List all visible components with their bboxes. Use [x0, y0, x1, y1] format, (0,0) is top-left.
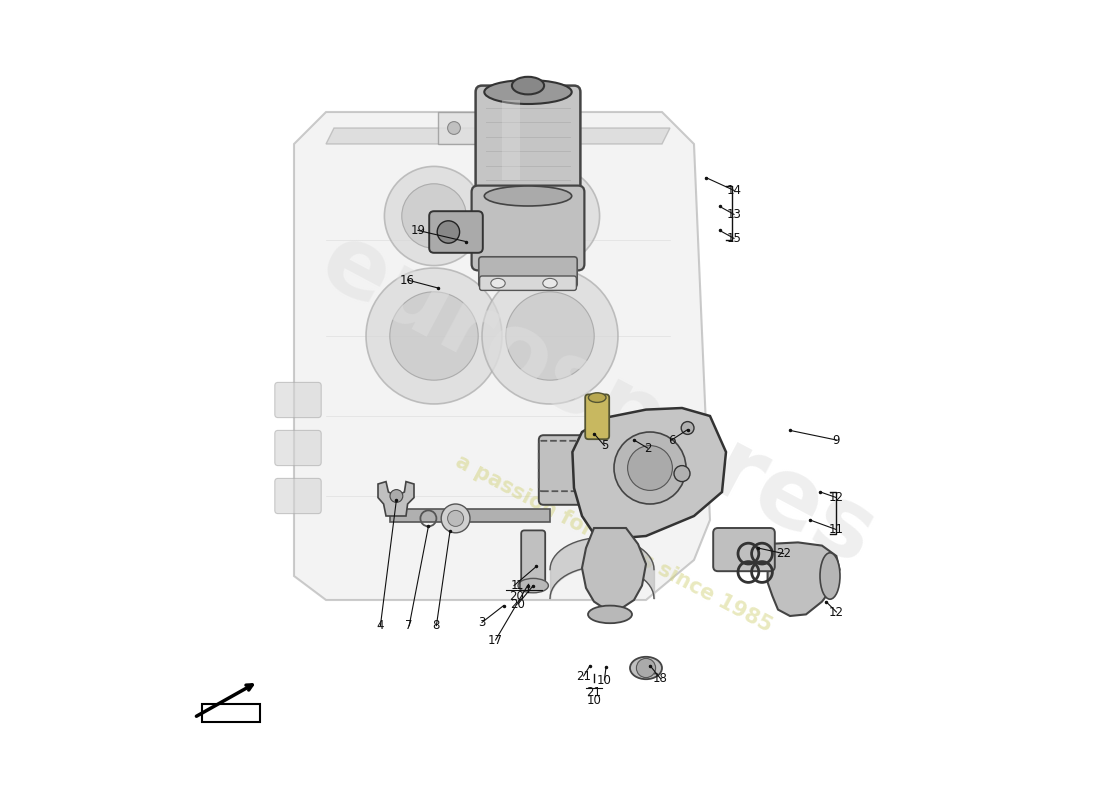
Text: eurospares: eurospares: [305, 214, 891, 586]
Circle shape: [441, 504, 470, 533]
Text: 14: 14: [726, 184, 741, 197]
Circle shape: [674, 466, 690, 482]
FancyBboxPatch shape: [539, 435, 593, 505]
Text: 15: 15: [727, 232, 741, 245]
Text: 8: 8: [432, 619, 440, 632]
FancyBboxPatch shape: [472, 186, 584, 270]
Circle shape: [628, 446, 672, 490]
FancyBboxPatch shape: [429, 211, 483, 253]
Circle shape: [366, 268, 502, 404]
Text: 1: 1: [516, 579, 524, 592]
Text: 5: 5: [601, 439, 608, 452]
Text: 20: 20: [510, 598, 526, 610]
Circle shape: [448, 122, 461, 134]
Text: 17: 17: [488, 634, 503, 646]
Text: 13: 13: [727, 208, 741, 221]
Polygon shape: [294, 112, 710, 600]
Bar: [202, 704, 260, 722]
Bar: [390, 509, 550, 522]
Circle shape: [402, 184, 466, 248]
Text: 10: 10: [597, 674, 612, 686]
Text: 4: 4: [376, 619, 384, 632]
Text: 1: 1: [510, 579, 518, 592]
Circle shape: [518, 184, 582, 248]
Circle shape: [389, 292, 478, 380]
FancyBboxPatch shape: [475, 86, 581, 202]
Ellipse shape: [484, 80, 572, 104]
Polygon shape: [502, 100, 520, 180]
Text: 11: 11: [829, 523, 844, 536]
Circle shape: [390, 490, 403, 502]
Polygon shape: [582, 528, 646, 610]
Ellipse shape: [484, 186, 572, 206]
Circle shape: [384, 166, 484, 266]
FancyBboxPatch shape: [480, 276, 576, 290]
Polygon shape: [438, 112, 550, 144]
Circle shape: [614, 432, 686, 504]
Text: 7: 7: [406, 619, 412, 632]
Circle shape: [480, 122, 493, 134]
FancyBboxPatch shape: [521, 530, 546, 589]
Text: 20: 20: [508, 590, 524, 602]
Circle shape: [512, 122, 525, 134]
Circle shape: [437, 221, 460, 243]
Text: 12: 12: [829, 606, 844, 618]
Text: 19: 19: [410, 224, 426, 237]
Ellipse shape: [512, 77, 544, 94]
Text: 22: 22: [777, 547, 791, 560]
FancyBboxPatch shape: [275, 430, 321, 466]
FancyBboxPatch shape: [275, 382, 321, 418]
Polygon shape: [378, 482, 414, 516]
FancyBboxPatch shape: [713, 528, 774, 571]
FancyBboxPatch shape: [275, 478, 321, 514]
Circle shape: [637, 658, 656, 678]
Text: 18: 18: [653, 672, 668, 685]
Ellipse shape: [542, 278, 558, 288]
Polygon shape: [326, 128, 670, 144]
Circle shape: [681, 422, 694, 434]
FancyBboxPatch shape: [585, 394, 609, 439]
Text: 16: 16: [400, 274, 415, 286]
Ellipse shape: [630, 657, 662, 679]
Circle shape: [482, 268, 618, 404]
Text: 21: 21: [586, 686, 602, 698]
Text: 9: 9: [833, 434, 840, 446]
Text: 12: 12: [829, 491, 844, 504]
Ellipse shape: [820, 553, 840, 599]
Text: 2: 2: [644, 442, 651, 454]
Circle shape: [448, 510, 463, 526]
Ellipse shape: [491, 278, 505, 288]
Circle shape: [500, 166, 600, 266]
Ellipse shape: [518, 578, 549, 593]
FancyBboxPatch shape: [478, 257, 578, 287]
Ellipse shape: [588, 393, 606, 402]
Ellipse shape: [588, 606, 632, 623]
Text: 10: 10: [586, 694, 602, 706]
Text: 3: 3: [478, 616, 486, 629]
Polygon shape: [768, 542, 839, 616]
Circle shape: [506, 292, 594, 380]
Polygon shape: [572, 408, 726, 540]
Text: 21: 21: [576, 670, 591, 682]
Text: 6: 6: [668, 434, 675, 446]
Text: a passion for parts since 1985: a passion for parts since 1985: [452, 452, 776, 636]
